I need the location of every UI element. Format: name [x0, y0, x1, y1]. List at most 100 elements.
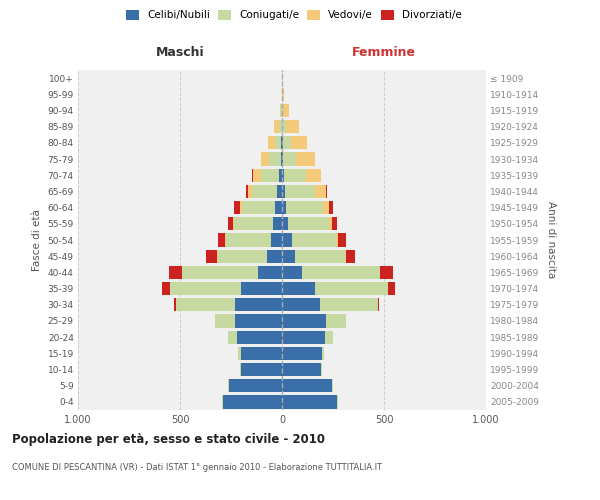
Bar: [336, 234, 338, 246]
Bar: [277, 185, 282, 198]
Bar: [282, 266, 302, 279]
Bar: [282, 152, 283, 166]
Bar: [321, 363, 322, 376]
Bar: [234, 217, 273, 230]
Bar: [284, 104, 289, 117]
Bar: [182, 266, 257, 279]
Bar: [286, 201, 323, 214]
Bar: [320, 298, 378, 312]
Bar: [282, 168, 284, 182]
Bar: [291, 136, 307, 149]
Bar: [282, 104, 284, 117]
Bar: [332, 379, 333, 392]
Bar: [282, 314, 326, 328]
Bar: [218, 250, 267, 263]
Bar: [226, 234, 271, 246]
Text: Popolazione per età, sesso e stato civile - 2010: Popolazione per età, sesso e stato civil…: [12, 432, 325, 446]
Text: Maschi: Maschi: [155, 46, 205, 59]
Bar: [170, 282, 241, 295]
Bar: [292, 234, 336, 246]
Bar: [286, 120, 299, 134]
Bar: [253, 168, 260, 182]
Bar: [233, 217, 234, 230]
Y-axis label: Anni di nascita: Anni di nascita: [546, 202, 556, 278]
Bar: [235, 298, 282, 312]
Bar: [283, 120, 286, 134]
Bar: [380, 266, 392, 279]
Bar: [238, 346, 241, 360]
Bar: [282, 379, 332, 392]
Bar: [229, 379, 282, 392]
Bar: [281, 152, 282, 166]
Bar: [282, 298, 320, 312]
Bar: [242, 201, 275, 214]
Bar: [307, 168, 321, 182]
Bar: [338, 234, 346, 246]
Bar: [282, 234, 292, 246]
Bar: [225, 234, 226, 246]
Bar: [332, 217, 337, 230]
Bar: [275, 201, 282, 214]
Bar: [326, 185, 328, 198]
Bar: [274, 120, 278, 134]
Bar: [329, 201, 333, 214]
Bar: [234, 201, 240, 214]
Bar: [240, 201, 242, 214]
Bar: [273, 217, 282, 230]
Bar: [283, 88, 284, 101]
Legend: Celibi/Nubili, Coniugati/e, Vedovi/e, Divorziati/e: Celibi/Nubili, Coniugati/e, Vedovi/e, Di…: [126, 10, 462, 20]
Bar: [284, 168, 307, 182]
Bar: [222, 396, 223, 408]
Bar: [228, 330, 237, 344]
Bar: [223, 396, 282, 408]
Bar: [169, 266, 182, 279]
Bar: [346, 250, 355, 263]
Bar: [388, 282, 395, 295]
Bar: [241, 282, 282, 295]
Bar: [267, 250, 282, 263]
Bar: [228, 217, 233, 230]
Bar: [241, 363, 282, 376]
Bar: [322, 346, 324, 360]
Bar: [282, 217, 288, 230]
Bar: [329, 217, 332, 230]
Bar: [288, 217, 329, 230]
Bar: [248, 185, 253, 198]
Bar: [296, 152, 314, 166]
Bar: [176, 298, 235, 312]
Text: COMUNE DI PESCANTINA (VR) - Dati ISTAT 1° gennaio 2010 - Elaborazione TUTTITALIA: COMUNE DI PESCANTINA (VR) - Dati ISTAT 1…: [12, 462, 382, 471]
Bar: [228, 379, 229, 392]
Bar: [282, 330, 325, 344]
Bar: [378, 298, 379, 312]
Bar: [285, 185, 314, 198]
Bar: [314, 282, 388, 295]
Bar: [218, 234, 225, 246]
Bar: [283, 136, 291, 149]
Bar: [278, 120, 281, 134]
Bar: [325, 330, 333, 344]
Bar: [282, 282, 314, 295]
Bar: [302, 266, 380, 279]
Bar: [260, 168, 279, 182]
Bar: [281, 136, 282, 149]
Bar: [282, 396, 337, 408]
Bar: [240, 363, 241, 376]
Bar: [235, 314, 282, 328]
Bar: [253, 185, 277, 198]
Bar: [295, 250, 345, 263]
Bar: [282, 136, 283, 149]
Bar: [206, 250, 217, 263]
Bar: [282, 185, 285, 198]
Y-axis label: Fasce di età: Fasce di età: [32, 209, 42, 271]
Bar: [215, 314, 235, 328]
Bar: [271, 234, 282, 246]
Bar: [314, 185, 326, 198]
Bar: [323, 201, 329, 214]
Bar: [280, 104, 281, 117]
Text: Femmine: Femmine: [352, 46, 416, 59]
Bar: [247, 185, 248, 198]
Bar: [174, 298, 176, 312]
Bar: [282, 346, 322, 360]
Bar: [326, 314, 346, 328]
Bar: [261, 152, 269, 166]
